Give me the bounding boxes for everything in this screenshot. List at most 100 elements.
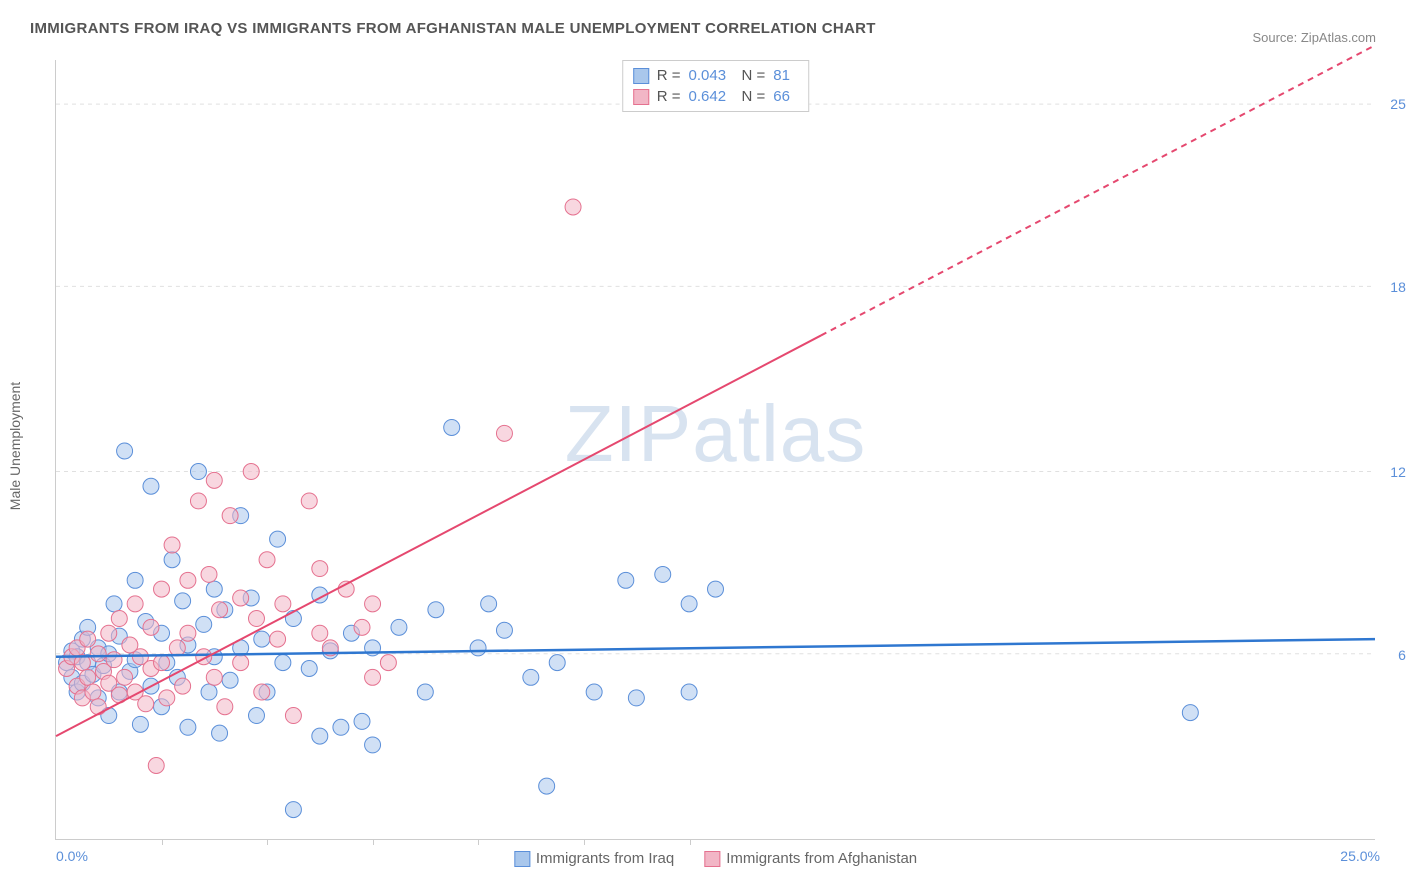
- scatter-point-afghanistan: [270, 631, 286, 647]
- scatter-point-afghanistan: [233, 655, 249, 671]
- x-axis-min-label: 0.0%: [56, 848, 88, 864]
- scatter-point-iraq: [681, 596, 697, 612]
- scatter-point-iraq: [196, 616, 212, 632]
- scatter-point-afghanistan: [80, 631, 96, 647]
- stats-row-iraq: R = 0.043 N = 81: [633, 65, 799, 86]
- scatter-point-iraq: [117, 443, 133, 459]
- legend-item-afghanistan: Immigrants from Afghanistan: [704, 850, 917, 867]
- scatter-point-iraq: [164, 552, 180, 568]
- y-tick-label: 6.3%: [1380, 647, 1406, 663]
- scatter-point-iraq: [190, 464, 206, 480]
- scatter-point-iraq: [206, 581, 222, 597]
- series-legend: Immigrants from Iraq Immigrants from Afgh…: [514, 850, 917, 867]
- scatter-point-afghanistan: [159, 690, 175, 706]
- scatter-point-afghanistan: [312, 625, 328, 641]
- regression-line-afghanistan: [56, 335, 821, 736]
- chart-svg: [56, 60, 1375, 839]
- x-tick: [267, 839, 268, 845]
- source-prefix: Source:: [1252, 30, 1300, 45]
- y-tick-label: 25.0%: [1380, 96, 1406, 112]
- chart-title: IMMIGRANTS FROM IRAQ VS IMMIGRANTS FROM …: [30, 20, 876, 37]
- x-tick: [584, 839, 585, 845]
- x-tick: [162, 839, 163, 845]
- scatter-point-afghanistan: [175, 678, 191, 694]
- scatter-point-afghanistan: [154, 655, 170, 671]
- scatter-point-iraq: [496, 622, 512, 638]
- scatter-point-afghanistan: [143, 619, 159, 635]
- x-tick: [478, 839, 479, 845]
- scatter-point-iraq: [285, 802, 301, 818]
- scatter-point-afghanistan: [164, 537, 180, 553]
- n-value: 66: [773, 88, 798, 105]
- scatter-point-iraq: [391, 619, 407, 635]
- scatter-point-iraq: [201, 684, 217, 700]
- y-axis-label: Male Unemployment: [7, 382, 23, 510]
- scatter-point-afghanistan: [180, 572, 196, 588]
- scatter-point-iraq: [175, 593, 191, 609]
- scatter-point-iraq: [417, 684, 433, 700]
- scatter-point-iraq: [681, 684, 697, 700]
- x-tick: [690, 839, 691, 845]
- r-value: 0.043: [689, 67, 734, 84]
- scatter-point-afghanistan: [90, 646, 106, 662]
- plot-area: ZIPatlas 6.3%12.5%18.8%25.0% 0.0% 25.0% …: [55, 60, 1375, 840]
- scatter-point-afghanistan: [212, 602, 228, 618]
- r-value: 0.642: [689, 88, 734, 105]
- scatter-point-iraq: [444, 419, 460, 435]
- regression-line-afghanistan-dashed: [821, 45, 1375, 335]
- scatter-point-afghanistan: [85, 684, 101, 700]
- scatter-point-iraq: [285, 611, 301, 627]
- scatter-point-afghanistan: [365, 596, 381, 612]
- scatter-point-iraq: [301, 661, 317, 677]
- scatter-point-afghanistan: [111, 611, 127, 627]
- scatter-point-afghanistan: [275, 596, 291, 612]
- y-tick-label: 18.8%: [1380, 279, 1406, 295]
- scatter-point-iraq: [549, 655, 565, 671]
- scatter-point-iraq: [132, 716, 148, 732]
- scatter-point-afghanistan: [169, 640, 185, 656]
- legend-swatch-iraq: [633, 68, 649, 84]
- scatter-point-afghanistan: [565, 199, 581, 215]
- stats-row-afghanistan: R =0.642N =66: [633, 86, 799, 107]
- scatter-point-afghanistan: [80, 669, 96, 685]
- scatter-point-iraq: [365, 737, 381, 753]
- source-name: ZipAtlas.com: [1301, 30, 1376, 45]
- x-axis-max-label: 25.0%: [1340, 848, 1380, 864]
- scatter-point-afghanistan: [117, 669, 133, 685]
- scatter-point-afghanistan: [243, 464, 259, 480]
- n-label: N =: [742, 88, 766, 105]
- scatter-point-iraq: [222, 672, 238, 688]
- scatter-point-afghanistan: [248, 611, 264, 627]
- scatter-point-afghanistan: [285, 708, 301, 724]
- stats-legend: R = 0.043 N = 81R = 0.642 N = 66: [622, 60, 810, 112]
- n-value: 81: [773, 67, 798, 84]
- scatter-point-afghanistan: [206, 669, 222, 685]
- scatter-point-iraq: [428, 602, 444, 618]
- scatter-point-iraq: [628, 690, 644, 706]
- scatter-point-afghanistan: [233, 590, 249, 606]
- scatter-point-iraq: [481, 596, 497, 612]
- scatter-point-iraq: [180, 719, 196, 735]
- r-label: R =: [657, 67, 681, 84]
- n-label: N =: [742, 67, 766, 84]
- scatter-point-iraq: [254, 631, 270, 647]
- y-tick-label: 12.5%: [1380, 464, 1406, 480]
- scatter-point-afghanistan: [201, 566, 217, 582]
- scatter-point-iraq: [523, 669, 539, 685]
- scatter-point-afghanistan: [380, 655, 396, 671]
- legend-label: Immigrants from Afghanistan: [726, 850, 917, 867]
- scatter-point-iraq: [708, 581, 724, 597]
- legend-swatch-iraq: [514, 851, 530, 867]
- scatter-point-iraq: [143, 478, 159, 494]
- scatter-point-iraq: [106, 596, 122, 612]
- scatter-point-iraq: [248, 708, 264, 724]
- scatter-point-afghanistan: [254, 684, 270, 700]
- scatter-point-iraq: [275, 655, 291, 671]
- legend-label: Immigrants from Iraq: [536, 850, 674, 867]
- scatter-point-afghanistan: [496, 425, 512, 441]
- scatter-point-afghanistan: [365, 669, 381, 685]
- scatter-point-iraq: [270, 531, 286, 547]
- scatter-point-iraq: [333, 719, 349, 735]
- scatter-point-afghanistan: [312, 561, 328, 577]
- x-tick: [373, 839, 374, 845]
